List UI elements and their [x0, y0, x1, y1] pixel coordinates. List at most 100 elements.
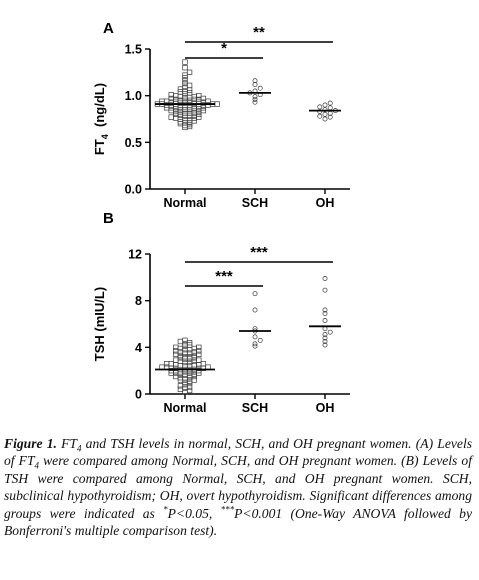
data-point — [322, 116, 328, 122]
y-axis-label: FT4 (ng/dL) — [92, 83, 110, 155]
data-point — [173, 108, 179, 115]
data-point — [186, 90, 193, 96]
data-point — [257, 337, 263, 343]
data-point — [186, 97, 193, 103]
data-point — [252, 99, 258, 105]
data-point — [182, 97, 188, 103]
data-point — [322, 276, 328, 281]
data-point — [177, 109, 184, 116]
data-point — [186, 350, 193, 356]
y-tick-label: 4 — [135, 341, 142, 355]
data-point — [317, 109, 323, 114]
data-point — [186, 69, 193, 75]
y-tick-label: 1.5 — [125, 43, 142, 57]
data-point — [196, 106, 202, 112]
data-point — [182, 363, 188, 369]
caption-ft-2: FT — [18, 453, 35, 469]
data-point — [186, 121, 193, 128]
data-point — [173, 348, 179, 354]
data-point — [182, 350, 188, 356]
data-point — [177, 358, 184, 364]
panel-letter: B — [103, 210, 114, 227]
significance-label: *** — [215, 268, 233, 285]
data-point — [252, 78, 258, 84]
data-point — [200, 107, 207, 114]
data-point — [191, 115, 197, 121]
data-point — [173, 351, 179, 357]
data-point — [182, 80, 188, 87]
data-point — [163, 105, 170, 111]
caption-part3: P<0.05, — [167, 505, 221, 521]
data-point — [173, 106, 179, 112]
data-point — [186, 82, 193, 89]
data-point — [186, 384, 193, 390]
figure-caption: Figure 1. FT4 and TSH levels in normal, … — [4, 435, 472, 539]
data-point — [159, 98, 165, 104]
panel-b: B 0 4 8 12 TSH (mIU/L) Normal SCH OH *** *** — [92, 210, 350, 415]
data-point — [177, 349, 184, 355]
x-tick-label: OH — [316, 401, 335, 415]
data-point — [191, 93, 197, 100]
data-point — [322, 335, 328, 341]
data-point — [200, 361, 207, 367]
data-point — [257, 85, 263, 91]
data-point — [322, 342, 328, 348]
data-point — [177, 383, 184, 389]
data-point — [196, 362, 202, 368]
data-point — [173, 344, 179, 350]
data-point — [252, 334, 258, 340]
data-point — [252, 307, 258, 313]
data-point — [327, 105, 333, 111]
data-point — [186, 359, 193, 366]
data-point — [182, 78, 188, 84]
data-point — [177, 86, 184, 92]
y-tick-label: 12 — [128, 248, 142, 262]
data-point — [177, 363, 184, 369]
x-tick-label: Normal — [163, 196, 206, 210]
data-point — [186, 87, 193, 93]
data-point — [252, 291, 258, 297]
caption-part1: and TSH levels in normal, SCH, and OH pr… — [4, 436, 473, 469]
data-point — [322, 318, 328, 323]
data-point — [191, 358, 197, 364]
data-point — [182, 59, 188, 65]
data-point — [168, 361, 174, 367]
x-tick-label: Normal — [163, 401, 206, 415]
y-tick-label: 1.0 — [125, 89, 142, 103]
data-point — [182, 120, 188, 126]
data-point — [182, 372, 188, 378]
significance-label: *** — [250, 244, 268, 261]
data-point — [322, 311, 328, 316]
data-point — [322, 287, 328, 293]
data-point — [322, 332, 328, 337]
data-point — [168, 114, 174, 120]
data-point — [200, 95, 207, 102]
data-point — [163, 361, 170, 367]
data-point — [177, 107, 184, 113]
x-tick-label: SCH — [242, 196, 268, 210]
data-point — [214, 101, 220, 107]
x-tick-label: SCH — [242, 401, 268, 415]
data-point — [168, 105, 174, 111]
caption-part4: P<0.001 (One-Way ANOVA followed by Bonfe… — [4, 505, 472, 539]
data-point — [186, 94, 193, 101]
data-point — [252, 82, 258, 87]
data-point — [196, 93, 202, 99]
data-point — [177, 386, 184, 392]
data-point — [327, 329, 333, 335]
data-point — [173, 357, 179, 363]
y-tick-label: 0 — [135, 388, 142, 402]
data-point — [322, 111, 328, 117]
significance-label: ** — [253, 24, 265, 41]
data-point — [322, 307, 328, 313]
data-point — [168, 107, 174, 114]
data-point — [182, 122, 188, 129]
data-point — [177, 89, 184, 95]
data-point — [182, 75, 188, 81]
data-point — [322, 339, 328, 344]
data-point — [252, 341, 258, 347]
data-point — [177, 119, 184, 125]
data-point — [196, 114, 202, 120]
data-point — [182, 72, 188, 78]
data-point — [186, 347, 193, 353]
